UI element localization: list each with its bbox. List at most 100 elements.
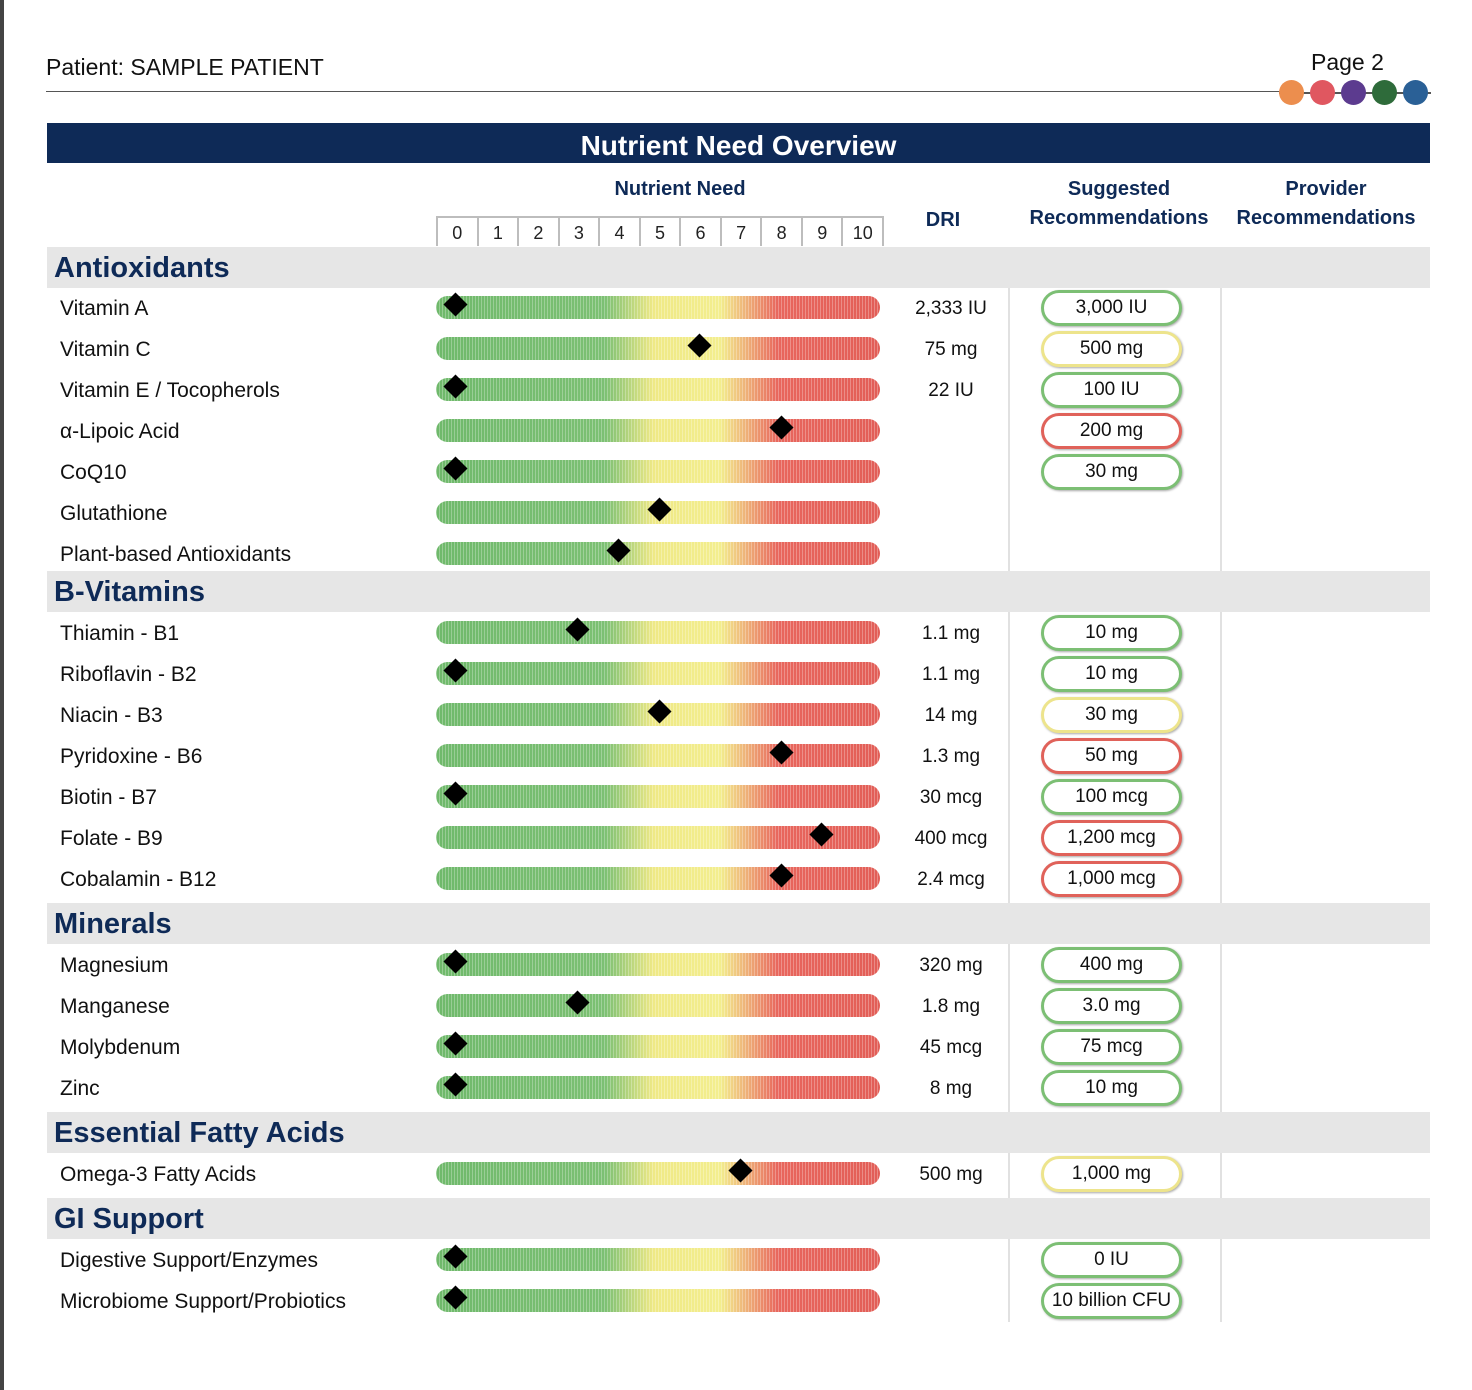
nutrient-name: Vitamin E / Tocopherols (60, 379, 280, 402)
suggested-dose: 3.0 mg (1041, 988, 1182, 1024)
col-suggested: Suggested Recommendations (1029, 178, 1209, 229)
dri-value: 8 mg (929, 1078, 973, 1099)
nutrient-row: Cobalamin - B12 2.4 mcg 1,000 mcg (0, 860, 1472, 900)
nutrient-name: Digestive Support/Enzymes (60, 1249, 318, 1272)
suggested-dose: 100 IU (1041, 372, 1182, 408)
dri-value: 75 mg (924, 339, 978, 360)
dri-value: 1.1 mg (921, 623, 981, 644)
suggested-dose: 10 mg (1041, 1070, 1182, 1106)
nutrient-name: Vitamin A (60, 297, 149, 320)
nutrient-name: Vitamin C (60, 338, 151, 361)
col-dri: DRI (925, 209, 961, 231)
section-title: Essential Fatty Acids (54, 1117, 345, 1149)
scale-tick: 10 (852, 223, 873, 243)
need-gauge (436, 296, 880, 319)
nutrient-name: Thiamin - B1 (60, 622, 180, 645)
suggested-dose: 30 mg (1041, 454, 1182, 490)
need-gauge (436, 542, 880, 565)
nutrient-name: Glutathione (60, 502, 168, 525)
nutrient-row: α-Lipoic Acid 200 mg (0, 412, 1472, 452)
suggested-dose: 500 mg (1041, 331, 1182, 367)
nutrient-row: Pyridoxine - B6 1.3 mg 50 mg (0, 737, 1472, 777)
brand-dot (1310, 80, 1335, 105)
section-title: Minerals (54, 908, 172, 940)
brand-dot (1341, 80, 1366, 105)
nutrient-name: Niacin - B3 (60, 704, 163, 727)
brand-dot (1403, 80, 1428, 105)
dri-value: 400 mcg (914, 828, 988, 849)
dri-value: 1.1 mg (921, 664, 981, 685)
need-gauge (436, 1289, 880, 1312)
scale-tick: 7 (722, 218, 763, 246)
nutrient-name: Plant-based Antioxidants (60, 543, 292, 566)
suggested-dose: 100 mcg (1041, 779, 1182, 815)
brand-dots (1279, 80, 1431, 106)
section-header: Minerals (47, 903, 1430, 944)
scale-tick: 1 (479, 218, 520, 246)
nutrient-row: Digestive Support/Enzymes 0 IU (0, 1241, 1472, 1281)
suggested-dose: 50 mg (1041, 738, 1182, 774)
nutrient-name: Molybdenum (60, 1036, 181, 1059)
brand-dot (1372, 80, 1397, 105)
nutrient-name: Manganese (60, 995, 170, 1018)
dri-value: 500 mg (919, 1164, 983, 1185)
need-gauge (436, 867, 880, 890)
scale-tick: 9 (803, 218, 844, 246)
section-title: GI Support (54, 1203, 204, 1235)
nutrient-row: Molybdenum 45 mcg 75 mcg (0, 1028, 1472, 1068)
nutrient-name: Zinc (60, 1077, 100, 1100)
nutrient-name: Cobalamin - B12 (60, 868, 217, 891)
nutrient-name: Folate - B9 (60, 827, 163, 850)
nutrient-row: Plant-based Antioxidants (0, 535, 1472, 575)
nutrient-name: Magnesium (60, 954, 169, 977)
dri-value: 1.3 mg (921, 746, 981, 767)
section-header: Antioxidants (47, 247, 1430, 288)
suggested-dose: 3,000 IU (1041, 290, 1182, 326)
need-gauge (436, 460, 880, 483)
page-left-edge (0, 0, 4, 1390)
need-gauge (436, 953, 880, 976)
nutrient-name: Microbiome Support/Probiotics (60, 1290, 346, 1313)
column-divider (1008, 288, 1010, 1322)
scale-tick: 8 (762, 218, 803, 246)
need-gauge (436, 1162, 880, 1185)
need-gauge (436, 337, 880, 360)
header-rule (46, 91, 1296, 92)
section-header: B-Vitamins (47, 571, 1430, 612)
need-gauge (436, 744, 880, 767)
suggested-dose: 1,200 mcg (1041, 820, 1182, 856)
suggested-dose: 0 IU (1041, 1242, 1182, 1278)
scale-tick: 6 (681, 218, 722, 246)
need-gauge (436, 826, 880, 849)
suggested-dose: 1,000 mcg (1041, 861, 1182, 897)
need-gauge (436, 621, 880, 644)
need-gauge (436, 1035, 880, 1058)
nutrient-row: Thiamin - B1 1.1 mg 10 mg (0, 614, 1472, 654)
dri-value: 2,333 IU (915, 298, 987, 319)
nutrient-name: CoQ10 (60, 461, 127, 484)
nutrient-row: Manganese 1.8 mg 3.0 mg (0, 987, 1472, 1027)
nutrient-row: CoQ10 30 mg (0, 453, 1472, 493)
col-nutrient-need: Nutrient Need (614, 178, 746, 200)
scale-tick: 4 (600, 218, 641, 246)
need-gauge (436, 378, 880, 401)
need-gauge (436, 1248, 880, 1271)
need-gauge (436, 785, 880, 808)
dri-value: 30 mcg (919, 787, 983, 808)
scale-tick: 2 (519, 218, 560, 246)
nutrient-row: Microbiome Support/Probiotics 10 billion … (0, 1282, 1472, 1322)
need-gauge (436, 1076, 880, 1099)
nutrient-row: Vitamin E / Tocopherols 22 IU 100 IU (0, 371, 1472, 411)
suggested-dose: 10 mg (1041, 656, 1182, 692)
nutrient-row: Zinc 8 mg 10 mg (0, 1069, 1472, 1109)
dri-value: 320 mg (919, 955, 983, 976)
page-title: Nutrient Need Overview (47, 123, 1430, 163)
nutrient-row: Vitamin C 75 mg 500 mg (0, 330, 1472, 370)
nutrient-name: α-Lipoic Acid (60, 420, 180, 443)
section-title: B-Vitamins (54, 576, 205, 608)
nutrient-row: Glutathione (0, 494, 1472, 534)
nutrient-row: Folate - B9 400 mcg 1,200 mcg (0, 819, 1472, 859)
nutrient-row: Riboflavin - B2 1.1 mg 10 mg (0, 655, 1472, 695)
nutrient-row: Vitamin A 2,333 IU 3,000 IU (0, 289, 1472, 329)
nutrient-row: Omega-3 Fatty Acids 500 mg 1,000 mg (0, 1155, 1472, 1195)
